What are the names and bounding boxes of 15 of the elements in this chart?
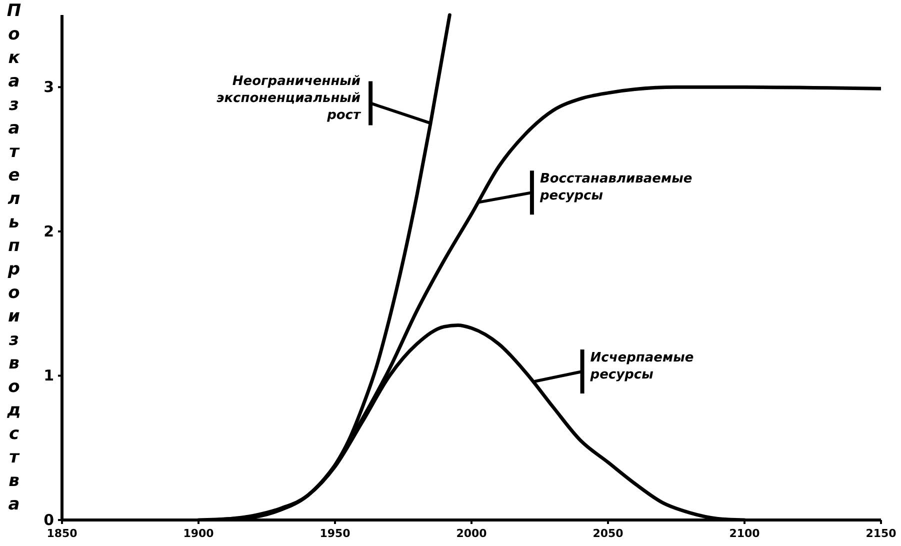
text: Показатель производства bbox=[6, 1, 22, 514]
y-tick-label: 1 bbox=[44, 366, 54, 385]
x-tick-label: 2000 bbox=[456, 527, 488, 540]
x-tick-label: 1900 bbox=[183, 527, 214, 540]
annotation: Неограниченный экспоненциальный рост bbox=[216, 74, 362, 124]
x-tick-label: 1850 bbox=[46, 527, 78, 540]
x-tick-label: 1950 bbox=[320, 527, 351, 540]
y-tick-label: 3 bbox=[44, 78, 54, 96]
x-tick-label: 2050 bbox=[592, 527, 624, 540]
x-tick-label: 2150 bbox=[866, 527, 897, 540]
annotation: Восстанавливаемые ресурсы bbox=[538, 172, 692, 204]
y-tick-label: 0 bbox=[44, 511, 54, 529]
x-tick-label: 2100 bbox=[729, 527, 760, 540]
annotation: Исчерпаемые ресурсы bbox=[589, 350, 694, 382]
y-tick-label: 2 bbox=[44, 222, 54, 240]
